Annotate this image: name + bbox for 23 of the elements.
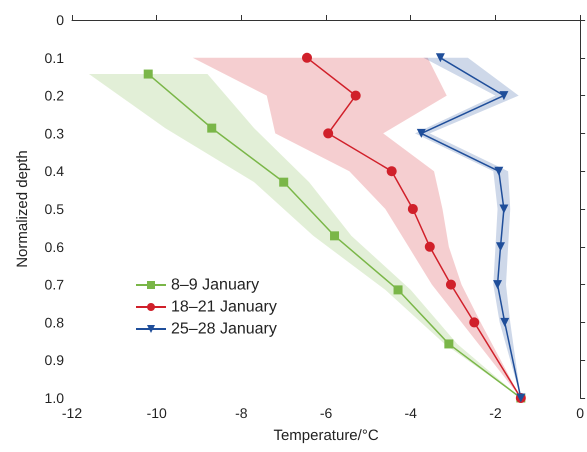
x-tick-label: -10 — [146, 405, 168, 421]
y-tick-label: 0.7 — [44, 276, 64, 293]
y-tick-label: 0.9 — [44, 352, 64, 368]
y-tick-label: 0.2 — [44, 88, 64, 104]
y-tick-label: 0.8 — [44, 314, 64, 330]
x-axis-title: Temperature/°C — [273, 427, 379, 444]
x-tick-label: -8 — [235, 405, 248, 421]
y-tick-label: 1.0 — [44, 390, 64, 406]
y-tick-label: 0.1 — [44, 50, 64, 66]
y-tick-label: 0.6 — [44, 238, 64, 255]
legend-label: 8–9 January — [171, 276, 260, 294]
y-tick-label: 0.4 — [44, 163, 64, 180]
y-tick-label: 0 — [56, 12, 64, 28]
legend-label: 18–21 January — [171, 298, 277, 316]
x-tick-label: -12 — [62, 405, 82, 421]
y-tick-label: 0.3 — [44, 125, 64, 142]
x-tick-label: -6 — [320, 405, 332, 421]
x-tick-label: -4 — [404, 405, 418, 421]
legend-label: 25–28 January — [171, 320, 277, 338]
y-tick-label: 0.5 — [44, 201, 64, 217]
x-tick-label: -2 — [489, 405, 502, 421]
y-axis-title: Normalized depth — [14, 150, 31, 268]
x-tick-label: 0 — [576, 405, 584, 421]
